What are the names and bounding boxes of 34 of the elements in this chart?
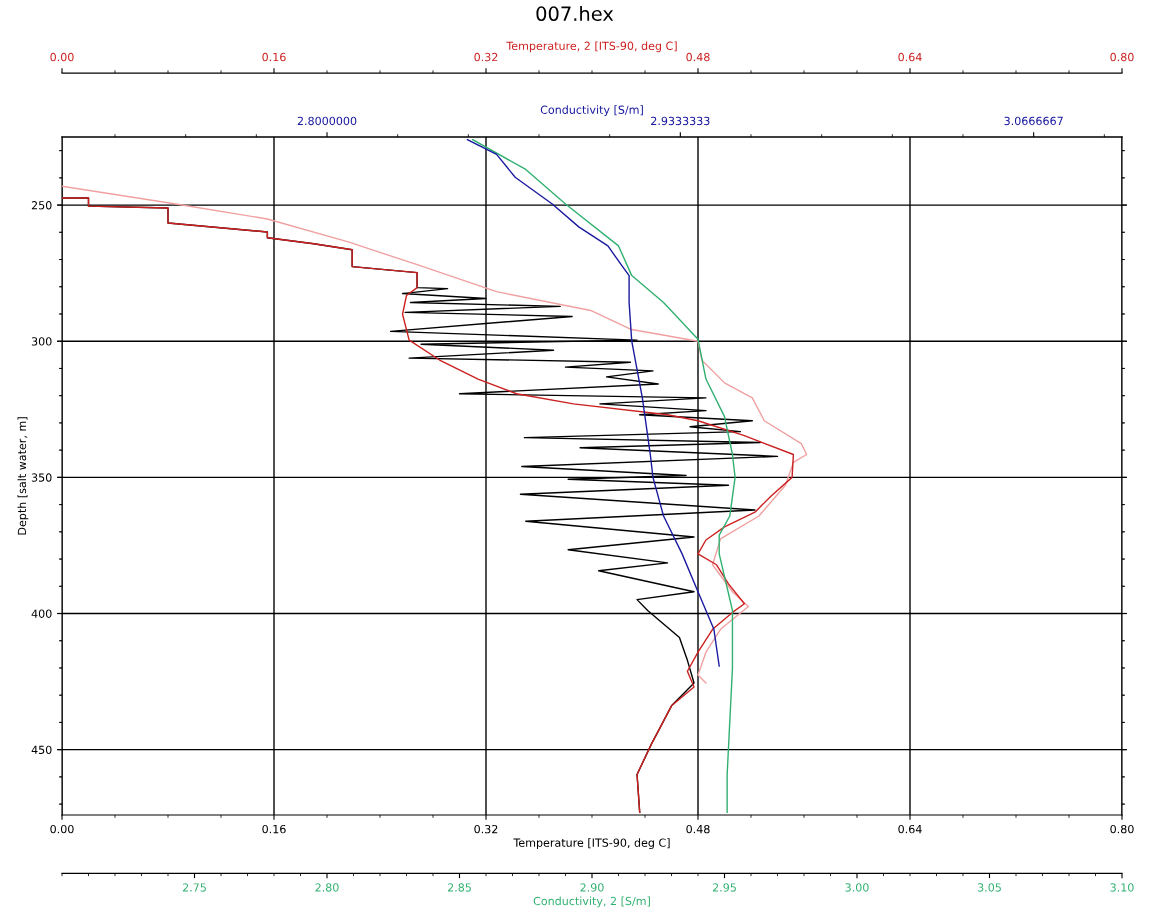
x-tick-label: 3.00 [845,883,869,892]
x-axis-title: Temperature [ITS-90, deg C] [513,838,670,850]
x-tick-label: 2.95 [712,883,736,892]
x2-axis-title: Temperature, 2 [ITS-90, deg C] [506,41,677,53]
y-tick-label: 400 [31,609,52,618]
x2-axis-title: Conductivity [S/m] [540,105,643,117]
x2-tick-label: 0.48 [686,52,710,62]
x2-tick-label: 0.80 [1110,52,1134,62]
x-tick-label: 3.10 [1110,883,1134,892]
x-tick-label: 0.00 [50,824,74,834]
x-tick-label: 0.32 [474,824,498,834]
y-tick-label: 300 [31,337,52,346]
y-tick-label: 350 [31,473,52,482]
x-tick-label: 0.48 [686,824,710,834]
x2-tick-label: 3.0666667 [1004,116,1063,126]
x2-tick-label: 0.64 [898,52,922,62]
x-tick-label: 2.75 [182,883,206,892]
x-tick-label: 0.16 [262,824,286,834]
chart-title: 007.hex [536,6,614,22]
x-tick-label: 0.64 [898,824,922,834]
x-tick-label: 0.80 [1110,824,1134,834]
x-tick-label: 3.05 [977,883,1001,892]
x-tick-label: 2.85 [447,883,471,892]
x2-tick-label: 0.00 [50,52,74,62]
x-tick-label: 2.90 [580,883,604,892]
x2-tick-label: 0.16 [262,52,286,62]
x-axis-title: Conductivity, 2 [S/m] [533,896,650,908]
x2-tick-label: 2.9333333 [651,116,710,126]
x-tick-label: 2.80 [315,883,339,892]
y-axis-title: Depth [salt water, m] [17,417,29,535]
x2-tick-label: 2.8000000 [297,116,357,126]
y-tick-label: 250 [31,201,52,210]
x2-tick-label: 0.32 [474,52,498,62]
y-tick-label: 450 [31,745,52,755]
